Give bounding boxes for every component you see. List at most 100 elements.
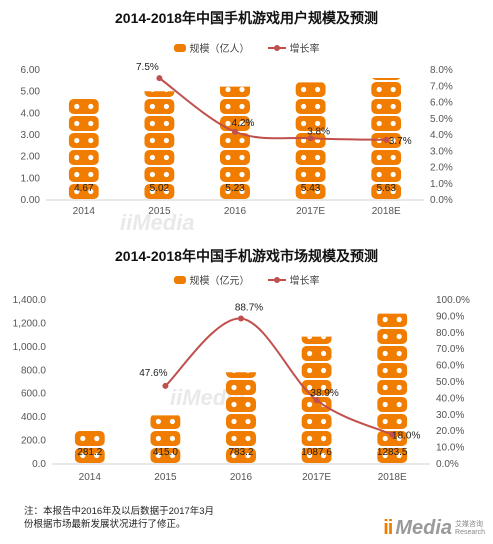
gamepad-icon — [144, 116, 175, 131]
gamepad-icon — [220, 184, 250, 199]
growth-rate-point — [307, 135, 314, 142]
chart-plot: 0.00 1.00 2.00 3.00 4.00 5.00 6.00 0.0% 1.0% 2.0%… — [21, 62, 453, 217]
bar-pattern — [150, 415, 181, 463]
gamepad-button — [321, 367, 327, 374]
gamepad-dpad — [307, 367, 313, 374]
bar — [150, 415, 181, 463]
gamepad-button — [396, 452, 402, 459]
y-tick-label: 4.00 — [21, 108, 41, 119]
growth-rate-label: 3.7% — [389, 136, 412, 147]
gamepad-button — [390, 188, 396, 195]
gamepad-icon — [74, 448, 105, 463]
bar-value-label: 5.23 — [225, 183, 245, 194]
gamepad-icon — [371, 82, 402, 97]
growth-rate-label: 88.7% — [235, 303, 263, 314]
bar — [226, 372, 256, 463]
gamepad-button — [315, 171, 321, 178]
gamepad-button — [245, 401, 251, 408]
gamepad-button — [321, 418, 327, 425]
y2-tick-label: 6.0% — [430, 98, 453, 109]
gamepad-button — [245, 384, 251, 391]
footnote-line: 份根据市场最新发展状况进行了修正。 — [24, 519, 186, 530]
gamepad-icon — [144, 150, 175, 165]
gamepad-button — [396, 350, 402, 357]
gamepad-button — [163, 171, 169, 178]
gamepad-button — [163, 154, 169, 161]
gamepad-button — [239, 171, 245, 178]
gamepad-button — [390, 103, 396, 110]
y-tick-label: 1,200.0 — [13, 318, 47, 329]
growth-rate-label: 7.5% — [136, 62, 159, 73]
bar-value-label: 1087.6 — [301, 447, 332, 458]
footnote: 注：本报告中2016年及以后数据于2017年3月 份根据市场最新发展状况进行了修… — [24, 505, 214, 531]
gamepad-dpad — [376, 188, 382, 195]
y2-tick-label: 80.0% — [436, 328, 464, 339]
bar-pattern — [74, 431, 105, 463]
y2-tick-label: 40.0% — [436, 393, 464, 404]
gamepad-button — [239, 188, 245, 195]
bar — [371, 78, 402, 199]
gamepad-dpad — [231, 401, 237, 408]
gamepad-button — [315, 154, 321, 161]
bar-pattern — [371, 78, 402, 199]
bar — [74, 431, 105, 463]
gamepad-button — [396, 367, 402, 374]
gamepad-button — [390, 120, 396, 127]
y2-tick-label: 3.0% — [430, 146, 453, 157]
y2-tick-label: 10.0% — [436, 443, 464, 454]
legend-item-bar: 规模（亿元） — [173, 272, 250, 287]
gamepad-button — [321, 452, 327, 459]
gamepad-button — [396, 435, 402, 442]
bar — [68, 99, 99, 199]
gamepad-button — [88, 188, 94, 195]
bar-pattern — [226, 372, 256, 463]
legend-label: 规模（亿元） — [189, 276, 250, 287]
gamepad-button — [169, 435, 175, 442]
gamepad-dpad — [149, 154, 155, 161]
gamepad-button — [163, 103, 169, 110]
gamepad-dpad — [225, 154, 231, 161]
gamepad-icon — [295, 184, 326, 199]
gamepad-button — [164, 91, 169, 93]
gamepad-icon — [295, 167, 326, 182]
gamepad-icon — [377, 414, 408, 429]
gamepad-button — [390, 86, 396, 93]
gamepad-button — [163, 137, 169, 144]
gamepad-dpad — [376, 171, 382, 178]
gamepad-button — [169, 452, 175, 459]
bar-pattern — [301, 336, 332, 463]
y2-tick-label: 50.0% — [436, 377, 464, 388]
gamepad-dpad — [301, 154, 307, 161]
legend-item-line: 增长率 — [267, 272, 320, 287]
growth-rate-label: 38.9% — [310, 388, 338, 399]
gamepad-button — [321, 336, 327, 340]
x-tick-label: 2018E — [372, 206, 401, 217]
y2-tick-label: 90.0% — [436, 311, 464, 322]
y-tick-label: 400.0 — [21, 412, 46, 423]
gamepad-button — [163, 188, 169, 195]
bar-value-label: 5.43 — [301, 183, 321, 194]
gamepad-dpad — [376, 86, 382, 93]
gamepad-dpad — [225, 86, 231, 93]
gamepad-dpad — [301, 120, 307, 127]
gamepad-icon — [301, 448, 332, 463]
gamepad-dpad — [307, 401, 313, 408]
gamepad-dpad — [74, 188, 80, 195]
gamepad-dpad — [301, 137, 307, 144]
gamepad-icon — [377, 329, 408, 344]
gamepad-icon — [377, 431, 408, 446]
legend-label: 增长率 — [289, 276, 320, 287]
gamepad-button — [315, 86, 321, 93]
y2-tick-label: 2.0% — [430, 163, 453, 174]
gamepad-icon — [371, 99, 402, 114]
gamepad-dpad — [149, 188, 155, 195]
gamepad-icon — [372, 78, 401, 80]
y2-tick-label: 30.0% — [436, 410, 464, 421]
logo-media: Media — [395, 517, 453, 539]
footnote-line: 注：本报告中2016年及以后数据于2017年3月 — [24, 506, 215, 517]
gamepad-dpad — [80, 452, 86, 459]
gamepad-icon — [68, 116, 99, 131]
bar-pattern — [377, 313, 408, 463]
gamepad-icon — [301, 380, 332, 395]
growth-rate-point — [156, 75, 163, 82]
